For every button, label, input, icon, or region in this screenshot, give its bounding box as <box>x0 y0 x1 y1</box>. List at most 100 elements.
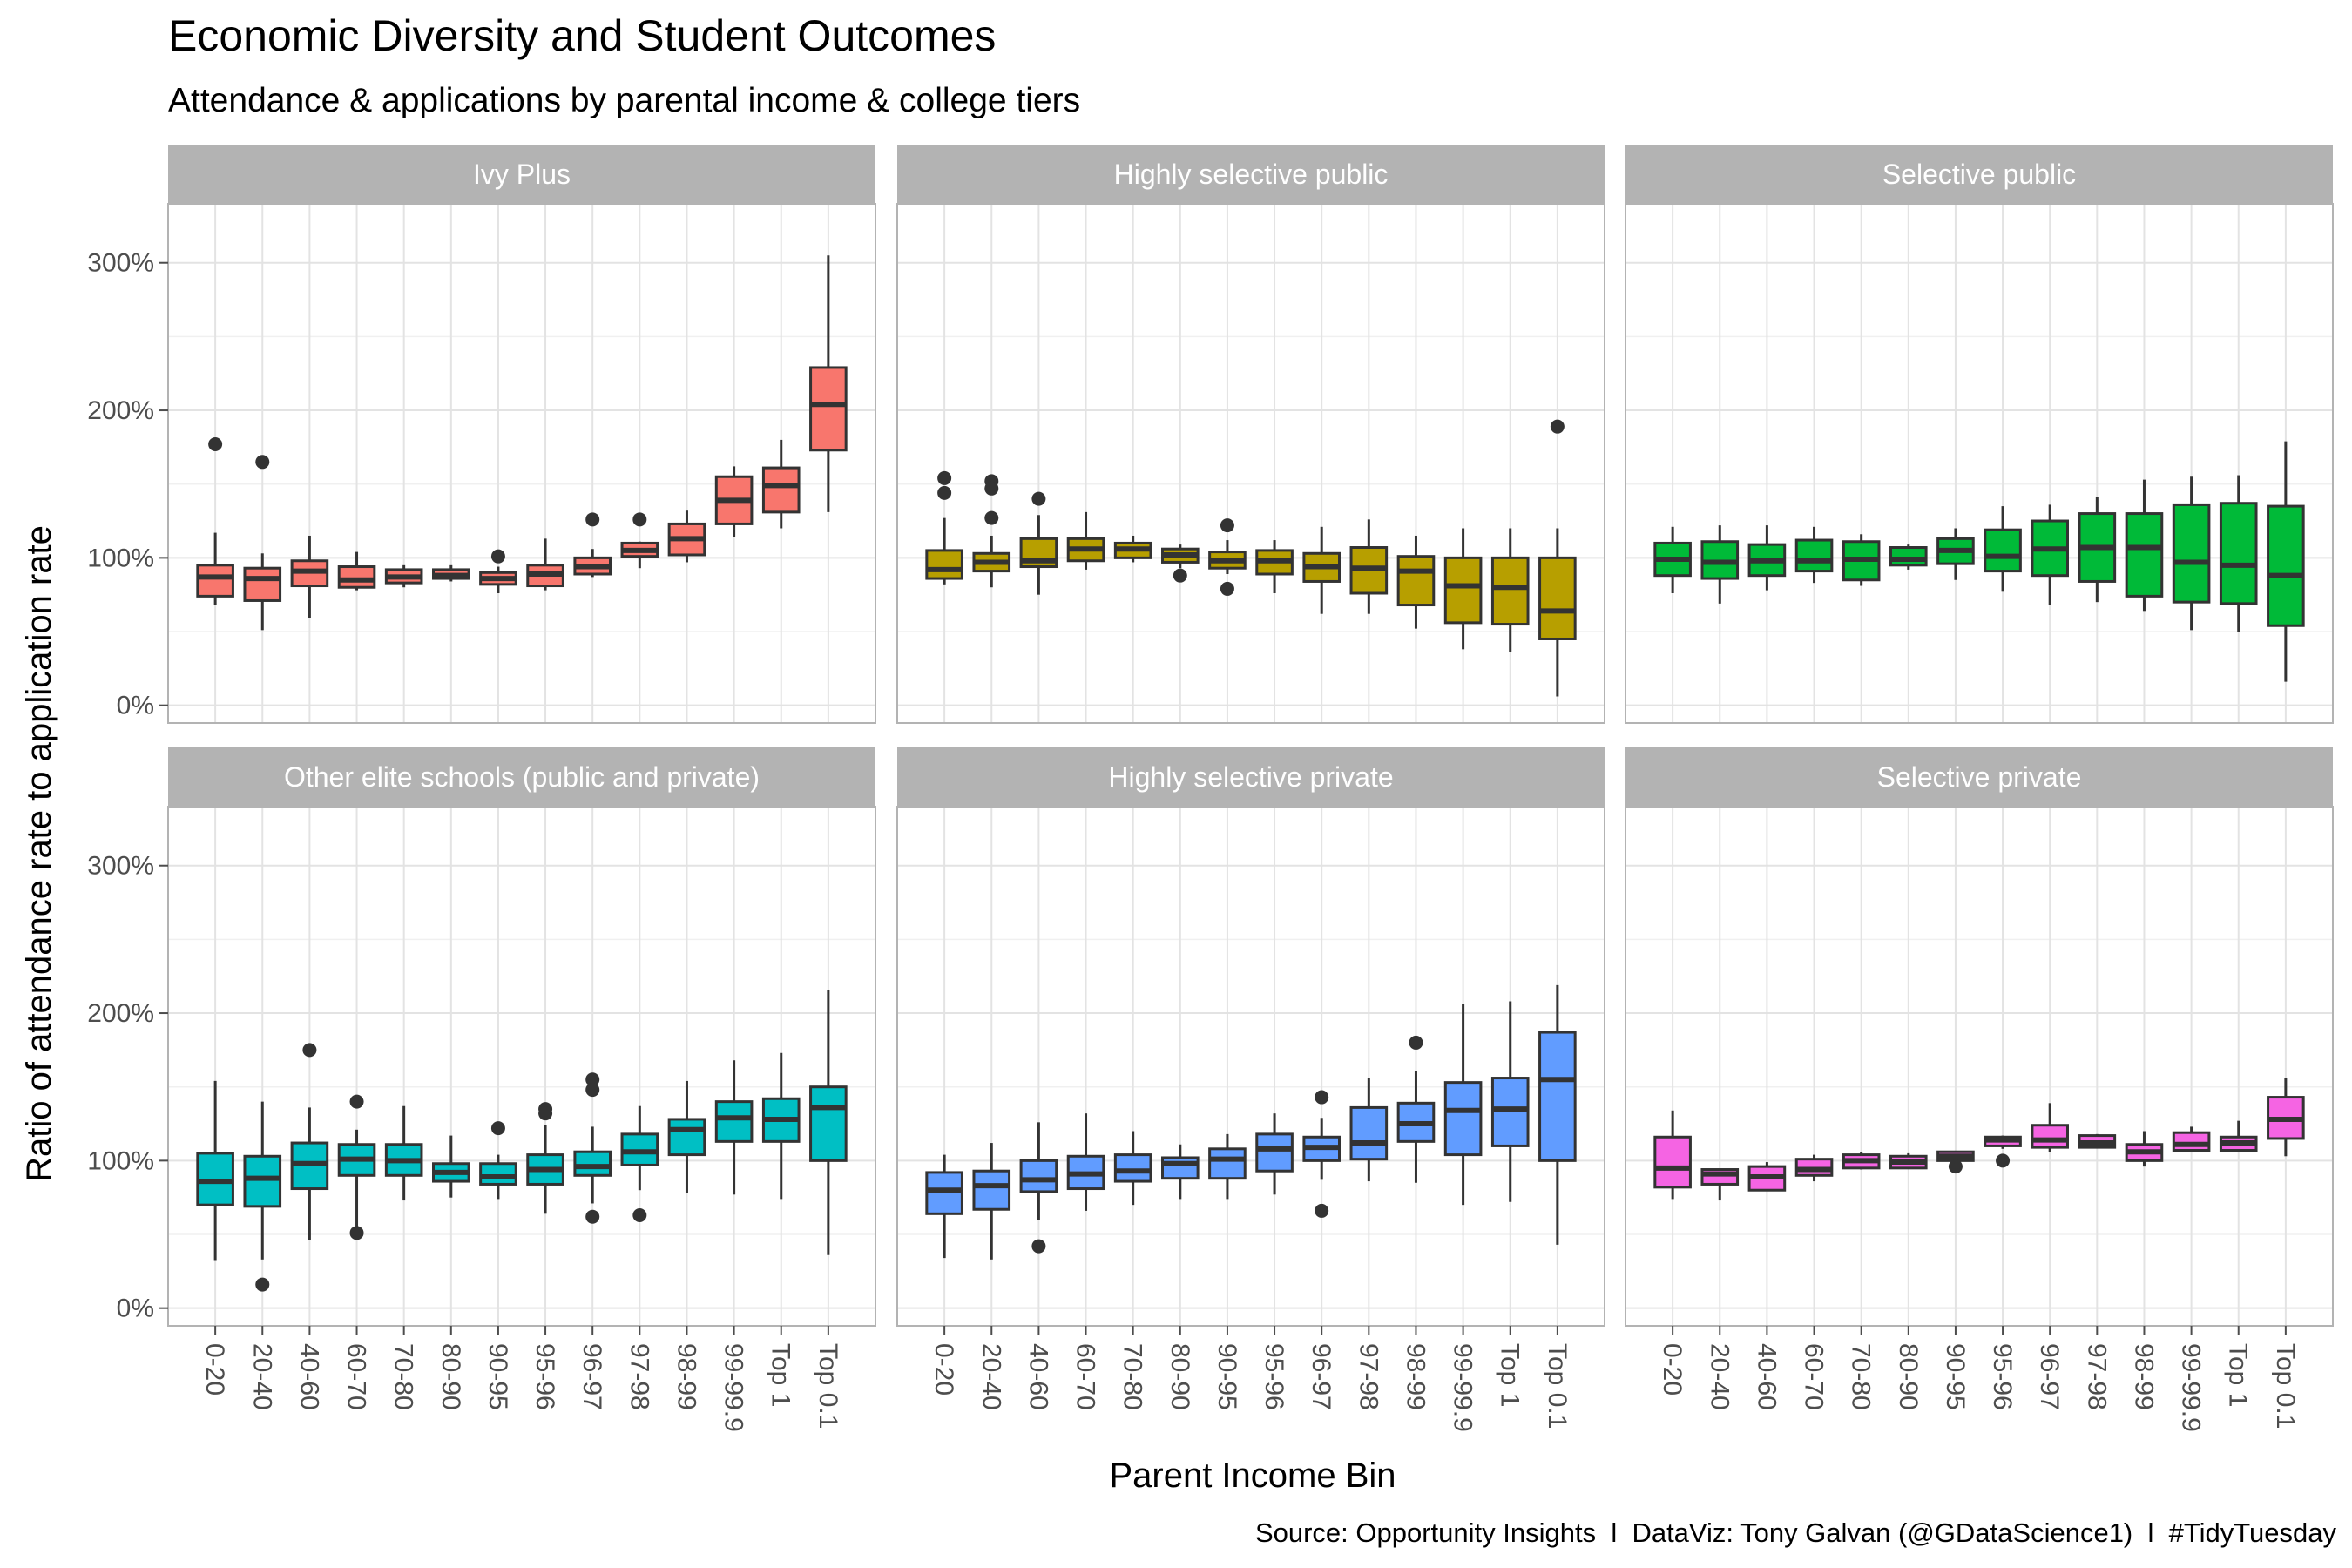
box-iqr <box>196 564 234 598</box>
box-70-80 <box>1842 1152 1881 1170</box>
box-Top 0.1 <box>1538 984 1577 1245</box>
box-iqr <box>925 549 963 580</box>
box-96-97 <box>1302 1090 1342 1218</box>
box-60-70 <box>337 551 376 591</box>
box-iqr <box>243 1154 282 1208</box>
x-tick-label: Top 1 <box>767 1343 795 1407</box>
panel-border <box>896 806 1605 1327</box>
facet-panel: Highly selective public <box>896 145 1605 724</box>
outlier-point <box>585 1072 600 1087</box>
strip-background <box>168 145 875 204</box>
box-Top 1 <box>1490 528 1530 652</box>
facet-panel: Ivy Plus 0% 100% 200% 300% <box>87 145 876 724</box>
box-97-98 <box>2078 497 2117 603</box>
box-96-97 <box>2031 504 2069 605</box>
box-iqr <box>2031 1124 2069 1149</box>
box-60-70 <box>1794 1154 1834 1182</box>
box-96-97 <box>1302 526 1342 614</box>
box-0-20 <box>1653 1110 1692 1200</box>
x-tick-label: 0-20 <box>200 1343 229 1396</box>
box-iqr <box>1396 555 1436 607</box>
x-tick-label: 96-97 <box>2035 1343 2064 1410</box>
outlier-point <box>349 1226 364 1240</box>
x-tick-label: 99-99.9 <box>2177 1343 2206 1432</box>
y-tick-label: 100% <box>87 544 154 572</box>
box-90-95 <box>479 549 517 593</box>
x-tick-label: 60-70 <box>1071 1343 1100 1410</box>
outlier-point <box>585 1083 600 1098</box>
strip-background <box>168 747 875 807</box>
box-iqr <box>972 1169 1011 1211</box>
x-tick-label: 80-90 <box>436 1343 465 1410</box>
box-40-60 <box>1019 491 1058 595</box>
panel-background <box>1625 807 2333 1326</box>
box-40-60 <box>1019 1122 1058 1254</box>
box-90-95 <box>1208 518 1247 596</box>
box-iqr <box>1538 556 1577 640</box>
strip-background <box>1625 145 2333 204</box>
x-tick-label: 95-96 <box>1988 1343 2017 1410</box>
box-20-40 <box>243 455 282 631</box>
box-20-40 <box>972 474 1011 588</box>
box-95-96 <box>526 1102 564 1214</box>
box-iqr <box>2219 502 2258 605</box>
outlier-point <box>1948 1159 1963 1174</box>
x-axis-title: Parent Income Bin <box>1109 1456 1396 1495</box>
box-99-99.9 <box>1443 1004 1483 1206</box>
box-iqr <box>1161 1156 1200 1180</box>
box-96-97 <box>2031 1103 2069 1152</box>
y-tick-label: 300% <box>87 249 154 278</box>
panel-background <box>168 204 875 723</box>
y-tick-label: 200% <box>87 396 154 425</box>
box-70-80 <box>1113 1131 1152 1206</box>
box-97-98 <box>620 1105 659 1223</box>
outlier-point <box>208 436 223 451</box>
box-60-70 <box>1066 1113 1105 1211</box>
x-tick-label: 70-80 <box>1119 1343 1147 1410</box>
panel-background <box>1625 204 2333 723</box>
outlier-point <box>984 510 999 525</box>
x-tick-label: 0-20 <box>1658 1343 1686 1396</box>
box-99-99.9 <box>2172 476 2211 631</box>
box-95-96 <box>1984 1135 2022 1168</box>
box-20-40 <box>1700 525 1740 604</box>
x-tick-label: 20-40 <box>247 1343 276 1410</box>
panel-border <box>1625 203 2334 724</box>
box-98-99 <box>2125 1131 2164 1167</box>
caption: Source: Opportunity Insights l DataViz: … <box>1255 1517 2337 1548</box>
outlier-point <box>490 1121 505 1136</box>
strip-label: Selective public <box>1882 159 2076 190</box>
facet-panel: Selective public <box>1625 145 2334 724</box>
x-tick-label: 97-98 <box>1354 1343 1382 1410</box>
box-90-95 <box>1936 1150 1975 1174</box>
box-99-99.9 <box>2172 1126 2211 1152</box>
x-tick-label: 80-90 <box>1166 1343 1194 1410</box>
strip-label: Highly selective private <box>1108 761 1393 793</box>
x-tick-label: 98-99 <box>672 1343 700 1410</box>
box-99-99.9 <box>714 466 754 537</box>
outlier-point <box>585 512 600 527</box>
box-70-80 <box>1842 534 1881 586</box>
x-tick-label: 70-80 <box>1847 1343 1876 1410</box>
box-Top 0.1 <box>1538 419 1577 697</box>
strip-label: Ivy Plus <box>473 159 571 190</box>
box-80-90 <box>1889 544 1928 570</box>
box-iqr <box>1490 1077 1530 1147</box>
panel-border <box>896 203 1605 724</box>
outlier-point <box>1409 1035 1423 1050</box>
box-80-90 <box>432 564 470 582</box>
box-Top 1 <box>761 1052 801 1200</box>
x-tick-label: 95-96 <box>531 1343 559 1410</box>
x-tick-label: 96-97 <box>578 1343 606 1410</box>
panel-background <box>168 807 875 1326</box>
x-tick-label: 70-80 <box>389 1343 418 1410</box>
box-iqr <box>809 366 848 452</box>
box-99-99.9 <box>1443 528 1483 650</box>
outlier-point <box>349 1094 364 1109</box>
outlier-point <box>937 470 952 485</box>
box-60-70 <box>1066 511 1105 570</box>
x-tick-label: 40-60 <box>294 1343 323 1410</box>
box-Top 0.1 <box>2267 1078 2305 1157</box>
x-tick-label: Top 0.1 <box>1543 1343 1571 1429</box>
